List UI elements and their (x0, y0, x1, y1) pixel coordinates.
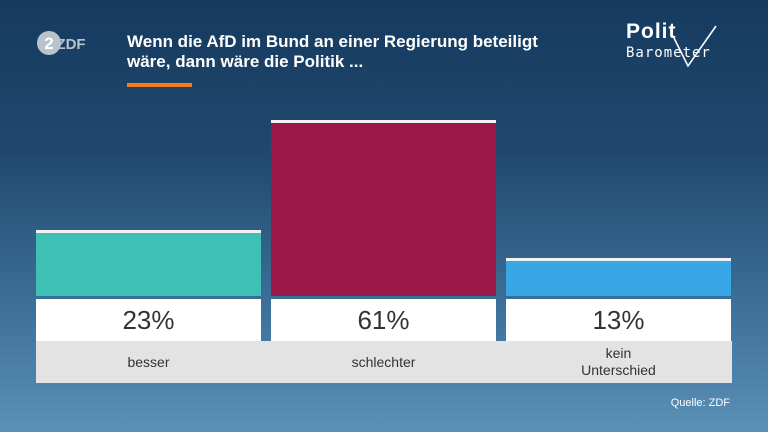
bar-2 (271, 120, 496, 296)
bar-1 (36, 230, 261, 296)
value-label-3: 13% (506, 299, 731, 341)
title-accent-bar (127, 83, 192, 87)
brand-word-barometer: Barometer (626, 45, 711, 61)
value-label-1: 23% (36, 299, 261, 341)
chart-title-line-1: Wenn die AfD im Bund an einer Regierung … (127, 32, 538, 51)
zdf-logo-text: ZDF (56, 36, 85, 53)
value-label-2: 61% (271, 299, 496, 341)
category-label-2: schlechter (351, 353, 416, 370)
chart-title: Wenn die AfD im Bund an einer Regierung … (127, 32, 597, 72)
source-note: Quelle: ZDF (670, 397, 730, 409)
checkmark-icon (673, 25, 717, 68)
svg-text:2: 2 (44, 34, 53, 53)
bar-3 (506, 258, 731, 296)
politbarometer-logo: Polit Barometer (612, 20, 722, 72)
category-label-strip (36, 341, 732, 383)
chart-title-line-2: wäre, dann wäre die Politik ... (127, 52, 364, 71)
category-label-3: kein Unterschied (581, 345, 656, 378)
brand-word-polit: Polit (626, 20, 677, 43)
category-label-1: besser (127, 353, 170, 370)
zdf-logo-icon: 2 ZDF (37, 31, 86, 55)
